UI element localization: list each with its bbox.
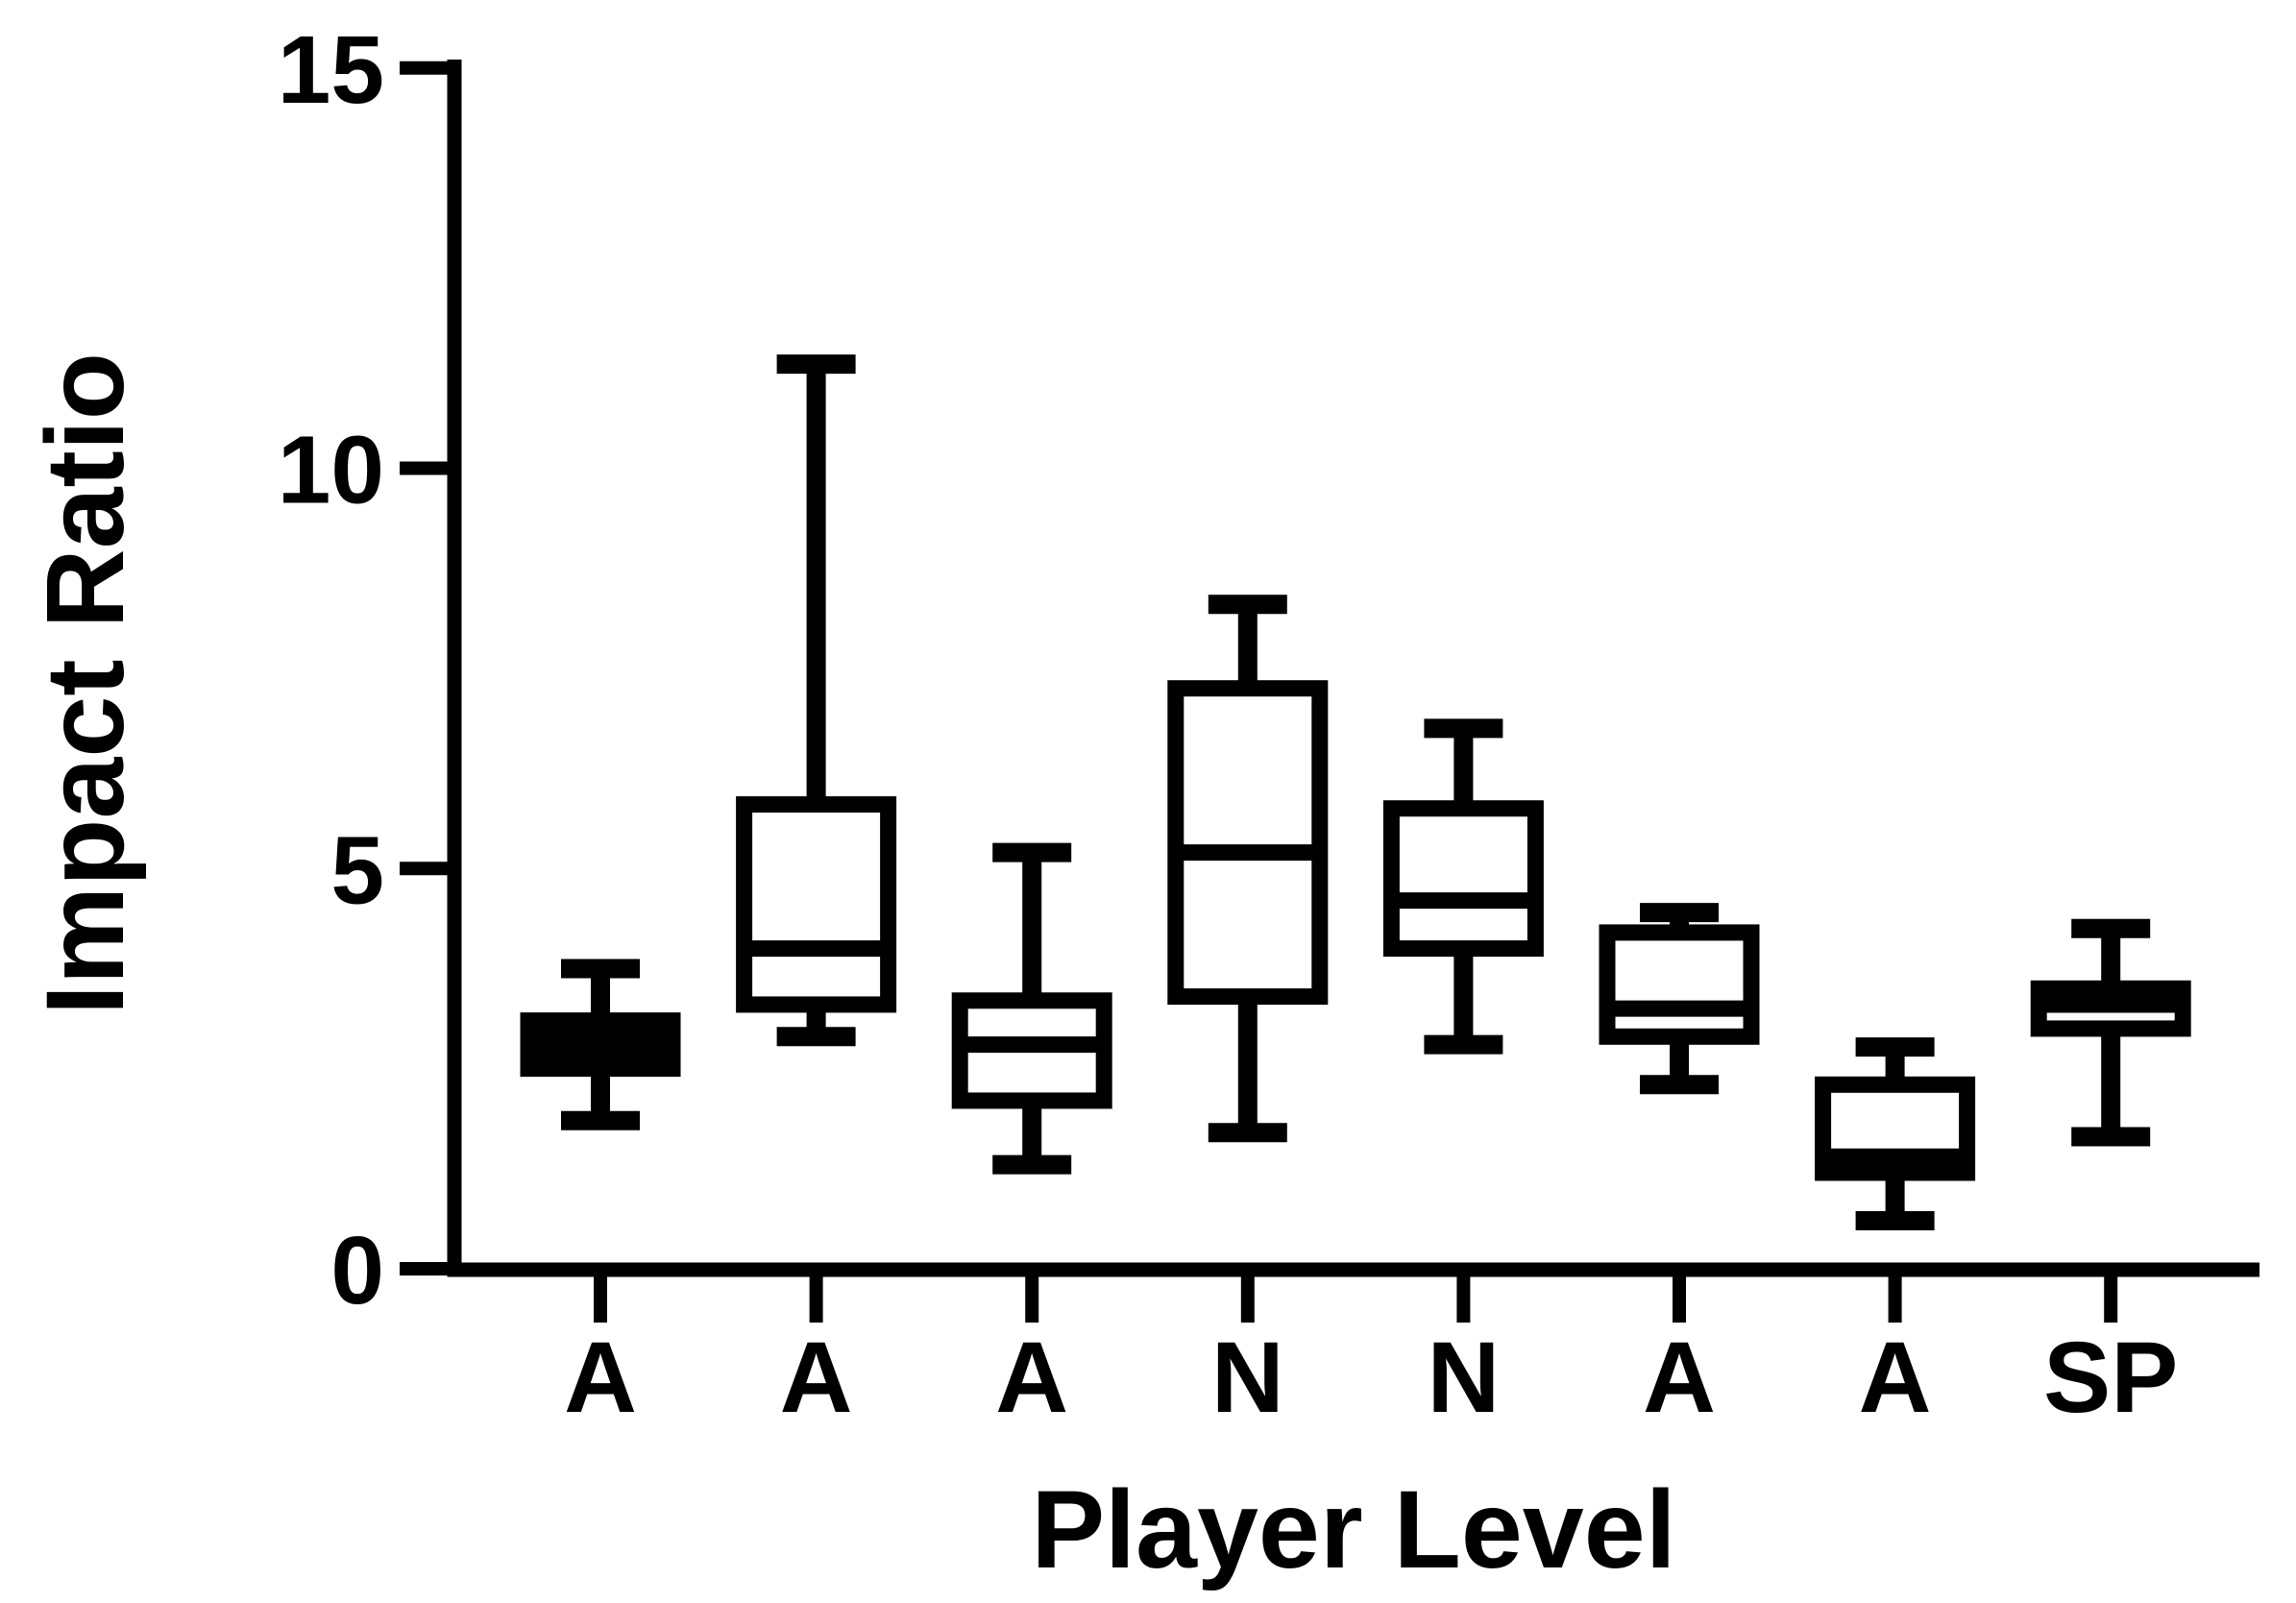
box-rect xyxy=(1167,680,1329,1006)
y-tick-label-0: 0 xyxy=(330,1217,384,1324)
box-rect xyxy=(736,796,897,1013)
x-category-label-3: A xyxy=(995,1322,1068,1434)
box-group-6: A xyxy=(1599,903,1760,1434)
x-category-label-1: A xyxy=(564,1322,637,1434)
y-axis-title: Impact Ratio xyxy=(24,352,147,1015)
box-group-7: A xyxy=(1815,1037,1976,1434)
box-rect xyxy=(1599,924,1760,1045)
x-category-label-6: A xyxy=(1643,1322,1716,1434)
box-group-2: A xyxy=(736,354,897,1434)
y-tick-label-10: 10 xyxy=(278,417,384,524)
box-group-3: A xyxy=(951,842,1112,1434)
box-group-5: N xyxy=(1382,718,1544,1434)
x-category-label-5: N xyxy=(1427,1322,1500,1434)
x-category-label-8: SP xyxy=(2043,1322,2178,1434)
x-axis-title: Player Level xyxy=(1031,1469,1675,1591)
box-group-1: A xyxy=(520,959,681,1434)
y-tick-label-15: 15 xyxy=(278,16,384,124)
y-tick-label-5: 5 xyxy=(330,816,384,924)
x-category-label-7: A xyxy=(1859,1322,1932,1434)
x-category-label-4: N xyxy=(1211,1322,1284,1434)
box-group-8: SP xyxy=(2030,918,2191,1434)
plot-layer: 0 5 10 15 A A A N N A A SP xyxy=(278,16,2259,1434)
box-rect xyxy=(1382,800,1544,958)
x-category-label-2: A xyxy=(780,1322,853,1434)
box-group-4: N xyxy=(1167,595,1329,1434)
